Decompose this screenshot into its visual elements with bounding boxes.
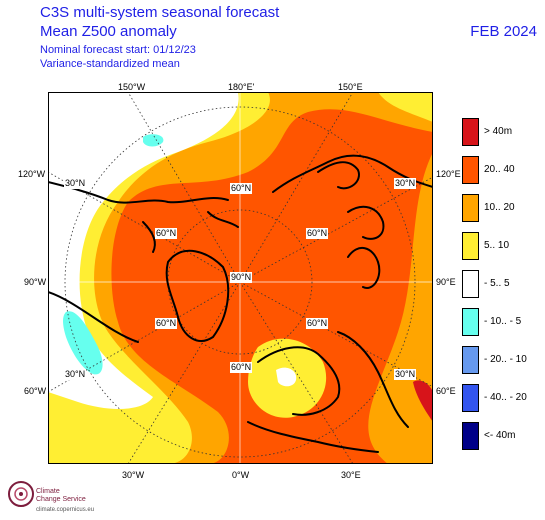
legend-label: - 40.. - 20 xyxy=(484,392,527,403)
legend-label: - 10.. - 5 xyxy=(484,316,522,327)
logo-url: climate.copernicus.eu xyxy=(36,507,95,513)
lat-label-pole: 90°N xyxy=(230,272,253,283)
legend-swatch xyxy=(462,270,479,298)
lon-label-right-2: 90°E xyxy=(436,277,456,287)
legend-label: 10.. 20 xyxy=(484,202,515,213)
legend-swatch xyxy=(462,422,479,450)
title-line2: Mean Z500 anomaly xyxy=(40,23,177,40)
lat-label: 30°N xyxy=(394,369,417,380)
lon-label-top-left: 150°W xyxy=(118,82,146,92)
legend-swatch xyxy=(462,118,479,146)
anomaly-map xyxy=(48,92,433,464)
forecast-start-subtitle: Nominal forecast start: 01/12/23 xyxy=(40,44,196,56)
anomaly-field-minus5-5 xyxy=(48,92,239,409)
legend-swatch xyxy=(462,232,479,260)
lat-label: 60°N xyxy=(230,362,253,373)
method-subtitle: Variance-standardized mean xyxy=(40,58,180,70)
lat-label: 30°N xyxy=(394,178,417,189)
copernicus-logo xyxy=(8,481,34,507)
anomaly-field-over-40 xyxy=(413,380,433,422)
legend-swatch xyxy=(462,156,479,184)
lon-label-top-right: 150°E xyxy=(338,82,363,92)
legend-swatch xyxy=(462,346,479,374)
legend-label: 20.. 40 xyxy=(484,164,515,175)
lat-label: 30°N xyxy=(64,178,87,189)
legend-label: 5.. 10 xyxy=(484,240,510,251)
legend-swatch xyxy=(462,308,479,336)
lon-label-bottom-2: 0°W xyxy=(232,470,250,480)
lon-label-right-3: 60°E xyxy=(436,386,456,396)
lat-label: 60°N xyxy=(155,228,178,239)
legend-swatch xyxy=(462,384,479,412)
logo-text-line1: Climate xyxy=(36,488,60,495)
lat-label: 60°N xyxy=(306,228,329,239)
legend-label: > 40m xyxy=(484,126,513,137)
logo-text-line2: Change Service xyxy=(36,496,86,503)
anomaly-field-10-20 xyxy=(48,92,433,464)
legend-label: - 20.. - 10 xyxy=(484,354,527,365)
coastlines xyxy=(48,154,433,453)
lon-label-left-2: 90°W xyxy=(24,277,47,287)
lon-label-right-1: 120°E xyxy=(436,169,461,179)
legend-label: <- 40m xyxy=(484,430,516,441)
lon-label-bottom-3: 30°E xyxy=(341,470,361,480)
lat-label: 60°N xyxy=(155,318,178,329)
lon-label-left-3: 60°W xyxy=(24,386,47,396)
legend-swatch xyxy=(462,194,479,222)
lon-label-bottom-1: 30°W xyxy=(122,470,145,480)
lat-label: 60°N xyxy=(306,318,329,329)
lat-label: 60°N xyxy=(230,183,253,194)
lon-label-left-1: 120°W xyxy=(18,169,46,179)
legend-label: - 5.. 5 xyxy=(484,278,510,289)
lat-label: 30°N xyxy=(64,369,87,380)
title-line1: C3S multi-system seasonal forecast xyxy=(40,4,280,21)
lon-label-top-center: 180°E' xyxy=(228,82,255,92)
forecast-month: FEB 2024 xyxy=(470,23,537,40)
